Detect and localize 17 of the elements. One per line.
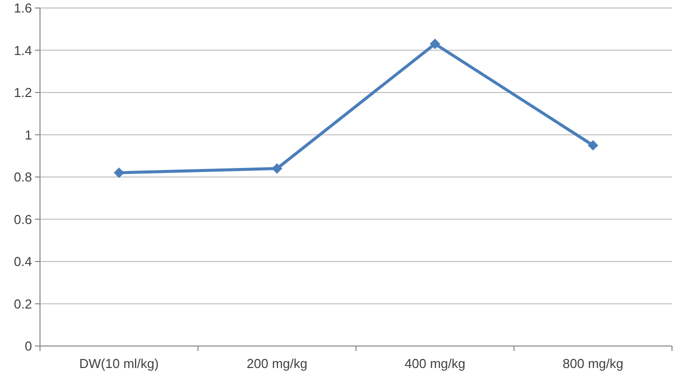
y-tick-label: 0.6 [14, 212, 32, 227]
y-tick-label: 0.2 [14, 296, 32, 312]
y-tick-label: 1.2 [14, 85, 32, 100]
point [114, 168, 124, 178]
y-tick-label: 0.8 [14, 170, 32, 185]
point [272, 163, 282, 174]
x-tick-label: 200 mg/kg [246, 356, 308, 371]
y-tick-label: 0.4 [14, 254, 32, 270]
y-tick-label: 1 [24, 127, 32, 142]
x-tick-label: DW(10 ml/kg) [79, 356, 159, 371]
y-tick-label: 0 [24, 338, 32, 354]
y-tick-label: 1.6 [14, 0, 32, 16]
x-tick-label: 400 mg/kg [404, 356, 466, 371]
x-tick-label: 800 mg/kg [562, 356, 624, 371]
point [430, 38, 440, 50]
point [588, 140, 598, 151]
y-tick-label: 1.4 [14, 42, 32, 58]
